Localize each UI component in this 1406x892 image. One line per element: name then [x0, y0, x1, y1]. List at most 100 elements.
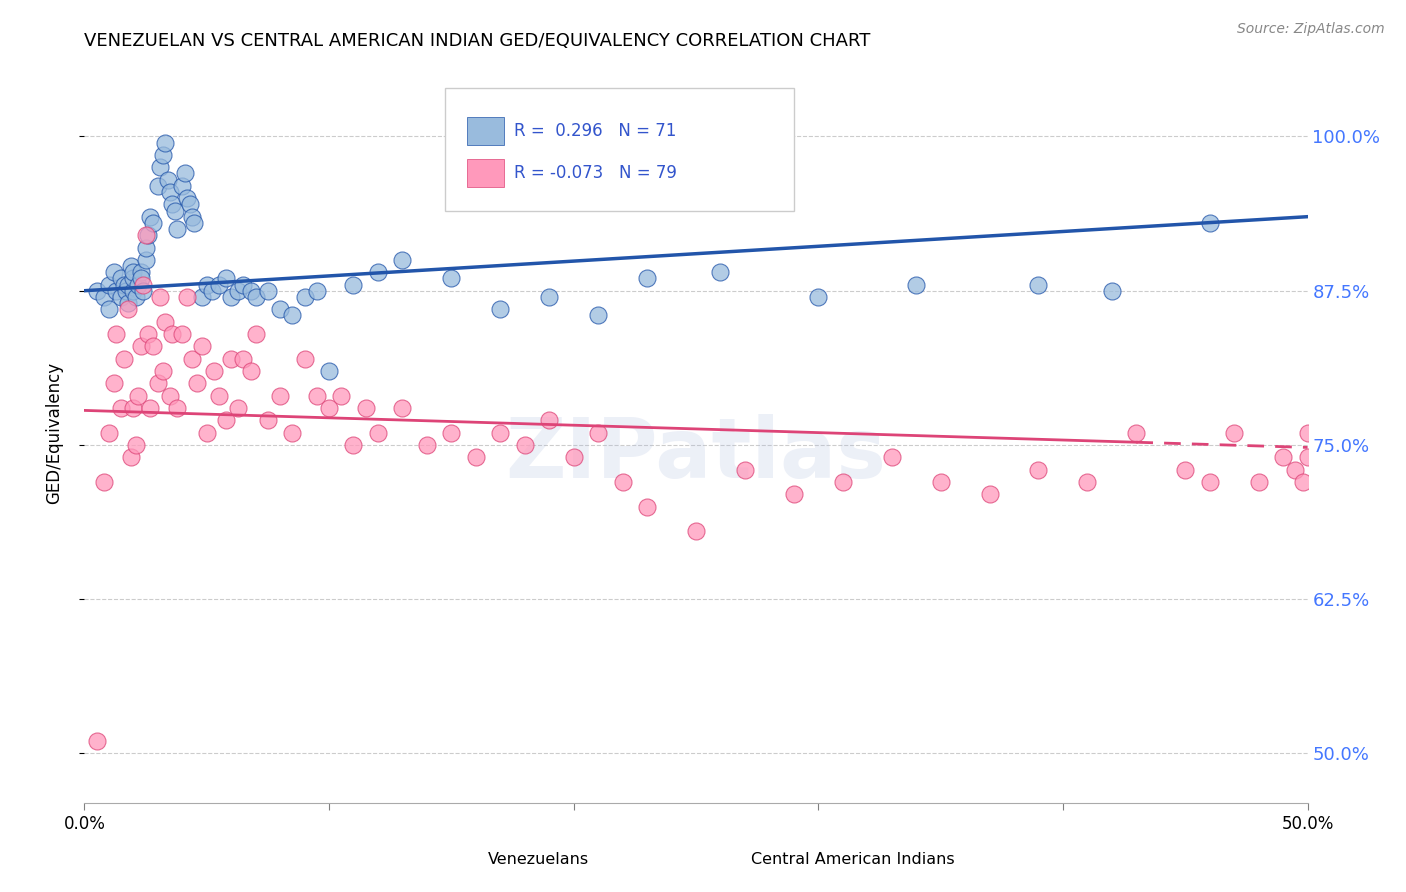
Point: [132, 277, 155, 292]
Point: [110, 401, 132, 415]
FancyBboxPatch shape: [446, 88, 794, 211]
Point: [294, 351, 316, 366]
Point: [162, 197, 184, 211]
Bar: [467, 117, 503, 145]
Point: [135, 228, 157, 243]
Point: [636, 500, 658, 514]
Point: [305, 284, 328, 298]
Point: [135, 240, 157, 255]
Point: [1198, 216, 1220, 230]
Point: [115, 284, 138, 298]
Point: [152, 148, 174, 162]
Point: [929, 475, 952, 489]
Point: [117, 296, 139, 310]
Point: [1272, 450, 1295, 465]
Point: [586, 425, 609, 440]
Point: [783, 487, 806, 501]
Point: [122, 271, 145, 285]
Point: [1292, 475, 1315, 489]
Point: [136, 228, 159, 243]
Point: [245, 326, 267, 341]
Text: R = -0.073   N = 79: R = -0.073 N = 79: [513, 164, 676, 182]
Point: [172, 326, 194, 341]
Point: [186, 376, 208, 391]
Point: [142, 339, 165, 353]
Point: [162, 326, 184, 341]
Point: [103, 376, 125, 391]
Point: [1125, 425, 1147, 440]
Point: [219, 351, 242, 366]
Point: [807, 290, 830, 304]
Point: [97, 425, 120, 440]
Point: [200, 284, 222, 298]
Point: [93, 290, 115, 304]
Bar: [467, 159, 503, 186]
Point: [232, 351, 254, 366]
Point: [117, 302, 139, 317]
Point: [208, 389, 231, 403]
Point: [127, 277, 149, 292]
Point: [159, 185, 181, 199]
Point: [391, 252, 413, 267]
Point: [120, 450, 142, 465]
Point: [513, 438, 536, 452]
Point: [318, 364, 340, 378]
Point: [228, 401, 250, 415]
Point: [342, 438, 364, 452]
Point: [110, 271, 132, 285]
Point: [538, 413, 561, 427]
Point: [153, 315, 176, 329]
Point: [281, 309, 304, 323]
Bar: [446, 848, 479, 871]
Point: [139, 401, 162, 415]
Point: [172, 178, 194, 193]
Point: [122, 401, 145, 415]
Point: [195, 277, 218, 292]
Point: [181, 210, 204, 224]
Point: [880, 450, 903, 465]
Point: [112, 351, 135, 366]
Point: [269, 302, 291, 317]
Point: [257, 284, 280, 298]
Text: Central American Indians: Central American Indians: [751, 853, 955, 867]
Point: [538, 290, 561, 304]
Point: [1296, 450, 1319, 465]
Point: [135, 252, 157, 267]
Text: ZIPatlas: ZIPatlas: [506, 414, 886, 495]
Point: [1076, 475, 1098, 489]
Point: [146, 376, 169, 391]
Point: [1174, 463, 1197, 477]
Point: [269, 389, 291, 403]
Point: [181, 351, 204, 366]
Point: [367, 425, 389, 440]
Point: [159, 389, 181, 403]
Point: [1223, 425, 1246, 440]
Point: [367, 265, 389, 279]
Point: [354, 401, 377, 415]
Point: [709, 265, 731, 279]
Y-axis label: GED/Equivalency: GED/Equivalency: [45, 361, 63, 504]
Point: [110, 290, 132, 304]
Point: [979, 487, 1001, 501]
Point: [152, 364, 174, 378]
Point: [97, 302, 120, 317]
Point: [239, 364, 262, 378]
Point: [245, 290, 267, 304]
Point: [305, 389, 328, 403]
Point: [228, 284, 250, 298]
Point: [905, 277, 928, 292]
Point: [117, 277, 139, 292]
Point: [125, 438, 148, 452]
Point: [183, 216, 205, 230]
Point: [294, 290, 316, 304]
Point: [166, 222, 188, 236]
Point: [612, 475, 634, 489]
Point: [685, 524, 707, 539]
Point: [122, 265, 145, 279]
Point: [156, 172, 179, 186]
Point: [215, 413, 238, 427]
Point: [318, 401, 340, 415]
Point: [219, 290, 242, 304]
Point: [122, 284, 145, 298]
Point: [93, 475, 115, 489]
